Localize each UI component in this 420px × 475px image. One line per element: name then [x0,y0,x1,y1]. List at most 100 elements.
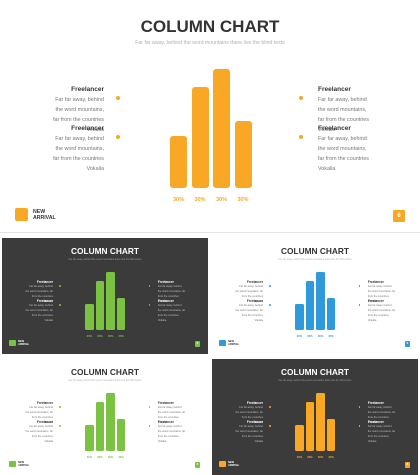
bar-label-2: 30% [194,197,206,203]
block-text: Far far away, behind the word mountains,… [235,406,263,424]
bullet-dot [58,425,61,428]
logo-mark-icon [9,339,16,347]
block-heading: Freelancer [36,420,53,425]
block-text: Far far away, behind the word mountains,… [235,304,263,322]
text-block-1: Freelancer Far far away, behind the word … [236,280,263,305]
bar-3 [316,392,325,452]
block-text: Far far away, behind the word mountains,… [25,304,53,322]
bar-3 [213,69,230,188]
bullet-dot [268,425,271,428]
text-block-4: Freelancer Far far away, behind the word … [158,420,185,445]
bar-4 [116,297,126,331]
logo-text-line1: NEW [18,460,25,464]
block-heading: Freelancer [36,401,53,406]
block-heading: Freelancer [367,420,384,425]
chart-subtitle: Far far away, behind the word mountains … [278,378,352,382]
block-text: Far far away, behind the word mountains,… [235,285,263,303]
bar-2 [305,280,315,331]
logo-text-line1: NEW [228,339,235,343]
bullet-dot [358,285,361,287]
page-number-badge: 6 [194,461,201,468]
page-number-badge: 6 [194,340,201,347]
slide-3[interactable]: COLUMN CHART Far far away, behind the wor… [212,238,418,354]
slide-2[interactable]: COLUMN CHART Far far away, behind the wor… [2,238,208,354]
text-block-3: Freelancer Far far away, behind the word … [158,280,185,305]
block-heading: Freelancer [157,420,174,425]
block-heading: Freelancer [71,125,104,132]
bar-label-1: 30% [296,455,303,459]
bullet-dot [148,406,151,408]
logo-mark-icon [219,460,226,468]
chart-subtitle: Far far away, behind the word mountains … [278,257,352,261]
text-block-2: Freelancer Far far away, behind the word … [236,420,263,445]
chart-title: COLUMN CHART [70,367,139,378]
logo-text-line2: ARRIVAL [18,463,30,467]
bullet-dot [148,285,151,287]
bar-label-1: 30% [172,197,184,203]
chart-subtitle: Far far away, behind the word mountains … [135,40,285,46]
bar-2 [95,401,105,452]
logo-text-line2: ARRIVAL [228,463,240,467]
block-heading: Freelancer [367,401,384,406]
block-heading: Freelancer [367,280,384,285]
bar-2 [95,280,105,331]
bar-4 [234,121,252,188]
logo-mark-icon [15,208,28,221]
bar-3 [106,271,115,331]
block-text: Far far away, behind the word mountains,… [53,97,104,133]
block-text: Far far away, behind the word mountains,… [157,406,186,424]
bar-label-3: 30% [107,455,114,459]
block-heading: Freelancer [318,86,351,93]
bar-label-4: 30% [237,197,249,203]
logo-text-line2: ARRIVAL [33,215,56,221]
bar-3 [106,392,115,452]
block-text: Far far away, behind the word mountains,… [367,304,396,322]
bar-4 [116,418,126,452]
chart-title: COLUMN CHART [140,17,280,36]
block-text: Far far away, behind the word mountains,… [157,425,186,443]
text-block-2: Freelancer Far far away, behind the word … [26,299,53,324]
text-block-3: Freelancer Far far away, behind the word … [368,280,395,305]
text-block-1: Freelancer Far far away, behind the word … [26,401,53,426]
logo-text-line2: ARRIVAL [18,342,30,346]
block-text: Far far away, behind the word mountains,… [318,97,369,133]
block-text: Far far away, behind the word mountains,… [235,425,263,443]
chart-title: COLUMN CHART [280,246,349,257]
bar-label-4: 30% [118,334,124,338]
bar-1 [85,425,94,452]
bullet-dot [268,304,271,307]
block-text: Far far away, behind the word mountains,… [25,285,53,303]
slide-4[interactable]: COLUMN CHART Far far away, behind the wor… [2,359,208,475]
bar-1 [170,135,187,188]
block-text: Far far away, behind the word mountains,… [318,136,369,172]
block-heading: Freelancer [246,401,263,406]
text-block-1: Freelancer Far far away, behind the word … [26,280,53,305]
slide-5[interactable]: COLUMN CHART Far far away, behind the wor… [212,359,418,475]
text-block-1: Freelancer Far far away, behind the word … [236,401,263,426]
page-number-badge: 6 [393,210,405,222]
text-block-4: Freelancer Far far away, behind the word … [368,299,395,324]
block-heading: Freelancer [71,86,104,93]
bullet-dot [358,406,361,408]
slide-1[interactable]: COLUMN CHART Far far away, behind the wor… [0,0,420,233]
chart-subtitle: Far far away, behind the word mountains … [68,257,142,261]
chart-title: COLUMN CHART [70,246,139,257]
bullet-dot [268,285,271,287]
block-text: Far far away, behind the word mountains,… [53,136,104,172]
text-block-3: Freelancer Far far away, behind the word … [368,401,395,426]
block-heading: Freelancer [367,299,384,304]
bar-label-2: 30% [97,455,103,459]
block-text: Far far away, behind the word mountains,… [157,304,186,322]
text-block-4: Freelancer Far far away, behind the word … [318,125,374,174]
block-heading: Freelancer [246,299,263,304]
bullet-dot [358,425,361,428]
bar-label-1: 30% [296,334,303,338]
bullet-dot [299,135,303,139]
logo-mark-icon [219,339,226,347]
block-heading: Freelancer [318,125,351,132]
logo-text-line1: NEW [228,460,235,464]
block-heading: Freelancer [246,420,263,425]
text-block-3: Freelancer Far far away, behind the word … [318,86,374,135]
bar-label-2: 30% [307,455,313,459]
block-heading: Freelancer [157,401,174,406]
